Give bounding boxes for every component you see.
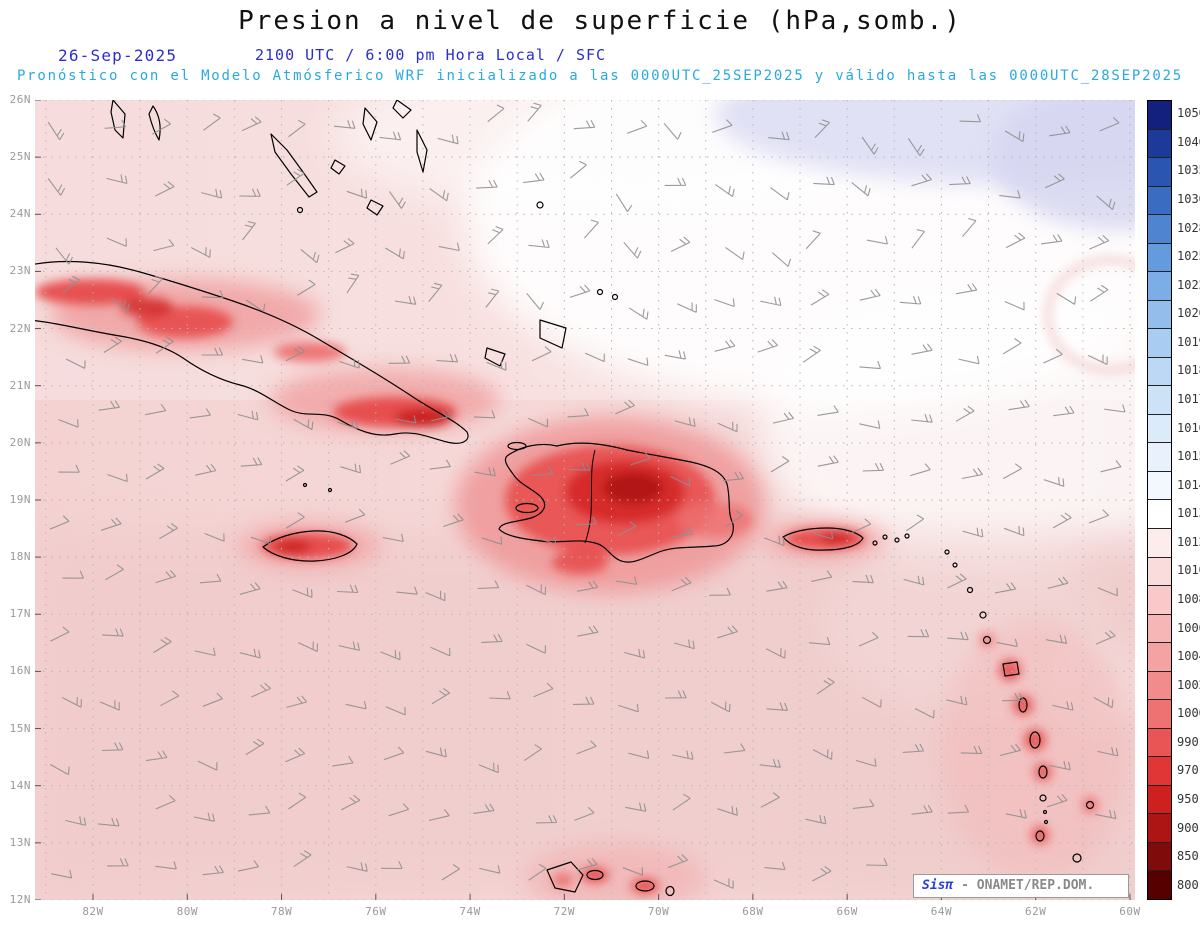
lon-label: 70W (647, 905, 670, 918)
model-info-line: Pronóstico con el Modelo Atmósferico WRF… (16, 68, 1184, 84)
colorbar-cell (1148, 728, 1171, 758)
colorbar-cell (1148, 357, 1171, 387)
lat-label: 21N (9, 378, 31, 392)
colorbar-tick-label: 1030 (1177, 192, 1200, 206)
colorbar-tick-label: 1050 (1177, 106, 1200, 121)
lon-label: 66W (836, 905, 858, 918)
lon-label: 82W (82, 905, 104, 918)
colorbar-cell (1148, 643, 1171, 672)
lat-label: 23N (9, 264, 31, 278)
colorbar-cell (1148, 272, 1171, 301)
lat-label: 24N (9, 207, 31, 221)
lat-label: 16N (9, 664, 31, 678)
lat-label: 18N (9, 550, 31, 564)
credit-badge: Sisπ - ONAMET/REP.DOM. (913, 874, 1129, 898)
colorbar-cell (1148, 471, 1171, 501)
lon-label: 78W (270, 905, 293, 918)
colorbar-cell (1148, 557, 1171, 587)
colorbar-tick-label: 1028 (1177, 220, 1200, 235)
colorbar-cell (1148, 500, 1171, 529)
colorbar-cell (1148, 785, 1171, 815)
lon-label: 68W (742, 905, 764, 918)
pressure-colorbar (1147, 100, 1172, 900)
colorbar-tick-label: 1014 (1177, 477, 1200, 492)
lon-label: 64W (930, 905, 953, 918)
colorbar-cell (1148, 129, 1171, 159)
lat-label: 17N (9, 607, 31, 621)
lon-label: 80W (176, 905, 198, 918)
colorbar-tick-label: 1025 (1177, 249, 1200, 264)
colorbar-tick-label: 1040 (1177, 134, 1200, 149)
colorbar-cell (1148, 443, 1171, 472)
grid-lines (35, 99, 1135, 901)
colorbar-tick-label: 1012 (1177, 534, 1200, 549)
colorbar-cell (1148, 386, 1171, 415)
colorbar-tick-label: 1000 (1177, 706, 1200, 721)
colorbar-cell (1148, 329, 1171, 358)
lat-label: 14N (9, 778, 31, 792)
colorbar-tick-label: 1010 (1177, 563, 1200, 578)
colorbar-tick-label: 1015 (1177, 449, 1200, 464)
lon-label: 62W (1025, 905, 1047, 918)
lon-label: 74W (459, 905, 481, 918)
colorbar-tick-label: 1016 (1177, 420, 1200, 435)
colorbar-tick-label: 1018 (1177, 363, 1200, 378)
colorbar-cell (1148, 215, 1171, 244)
colorbar-tick-label: 800 (1177, 877, 1199, 892)
colorbar-tick-label: 900 (1177, 820, 1199, 835)
forecast-valid-time: 2100 UTC / 6:00 pm Hora Local / SFC (255, 46, 607, 64)
colorbar-tick-label: 950 (1177, 792, 1199, 806)
lat-label: 26N (9, 93, 31, 106)
colorbar-cell (1148, 671, 1171, 701)
colorbar-tick-label: 1020 (1177, 306, 1200, 321)
lat-label: 19N (9, 492, 31, 506)
colorbar-cell (1148, 158, 1171, 187)
colorbar-cell (1148, 614, 1171, 644)
colorbar-cell (1148, 842, 1171, 872)
lon-label: 72W (553, 905, 576, 918)
lat-label: 13N (9, 835, 31, 849)
colorbar-tick-label: 1002 (1177, 677, 1200, 692)
lon-label: 60W (1119, 905, 1141, 918)
sispi-logo: Sisπ (922, 878, 954, 893)
lat-label: 22N (9, 321, 31, 335)
colorbar-cell (1148, 814, 1171, 843)
colorbar-tick-label: 850 (1177, 849, 1199, 864)
lat-label: 12N (9, 892, 31, 906)
colorbar-tick-label: 1008 (1177, 592, 1200, 606)
colorbar-cell (1148, 757, 1171, 786)
pressure-shading (35, 30, 1200, 913)
colorbar-tick-label: 1004 (1177, 649, 1200, 664)
colorbar-cell (1148, 528, 1171, 558)
colorbar-tick-label: 990 (1177, 734, 1199, 749)
coastlines (29, 99, 1095, 897)
colorbar-cell (1148, 300, 1171, 330)
forecast-date: 26-Sep-2025 (58, 46, 178, 65)
lat-label: 15N (9, 721, 31, 735)
colorbar-tick-label: 1017 (1177, 392, 1200, 406)
colorbar-cell (1148, 586, 1171, 615)
page-title: Presion a nivel de superficie (hPa,somb.… (238, 6, 962, 36)
colorbar-tick-label: 970 (1177, 763, 1199, 778)
lat-label: 25N (9, 150, 31, 164)
credit-org: - ONAMET/REP.DOM. (961, 878, 1095, 893)
pressure-map-svg (29, 30, 1200, 913)
lat-label: 20N (9, 435, 31, 449)
colorbar-tick-label: 1006 (1177, 620, 1200, 635)
colorbar-cell (1148, 186, 1171, 216)
colorbar-tick-label: 1035 (1177, 163, 1200, 178)
colorbar-cell (1148, 700, 1171, 729)
colorbar-cell (1148, 243, 1171, 273)
colorbar-labels: 1050 1040 1035 1030 1028 1025 1022 1020 1019 1018… (1177, 100, 1200, 900)
colorbar-tick-label: 1013 (1177, 506, 1200, 521)
colorbar-tick-label: 1022 (1177, 277, 1200, 292)
lon-label: 76W (365, 905, 387, 918)
wind-barbs (47, 102, 1126, 889)
colorbar-cell (1148, 414, 1171, 444)
colorbar-cell (1148, 871, 1171, 899)
colorbar-tick-label: 1019 (1177, 334, 1200, 349)
map-canvas: Sisπ - ONAMET/REP.DOM. (29, 30, 1200, 913)
colorbar-cell (1148, 101, 1171, 130)
